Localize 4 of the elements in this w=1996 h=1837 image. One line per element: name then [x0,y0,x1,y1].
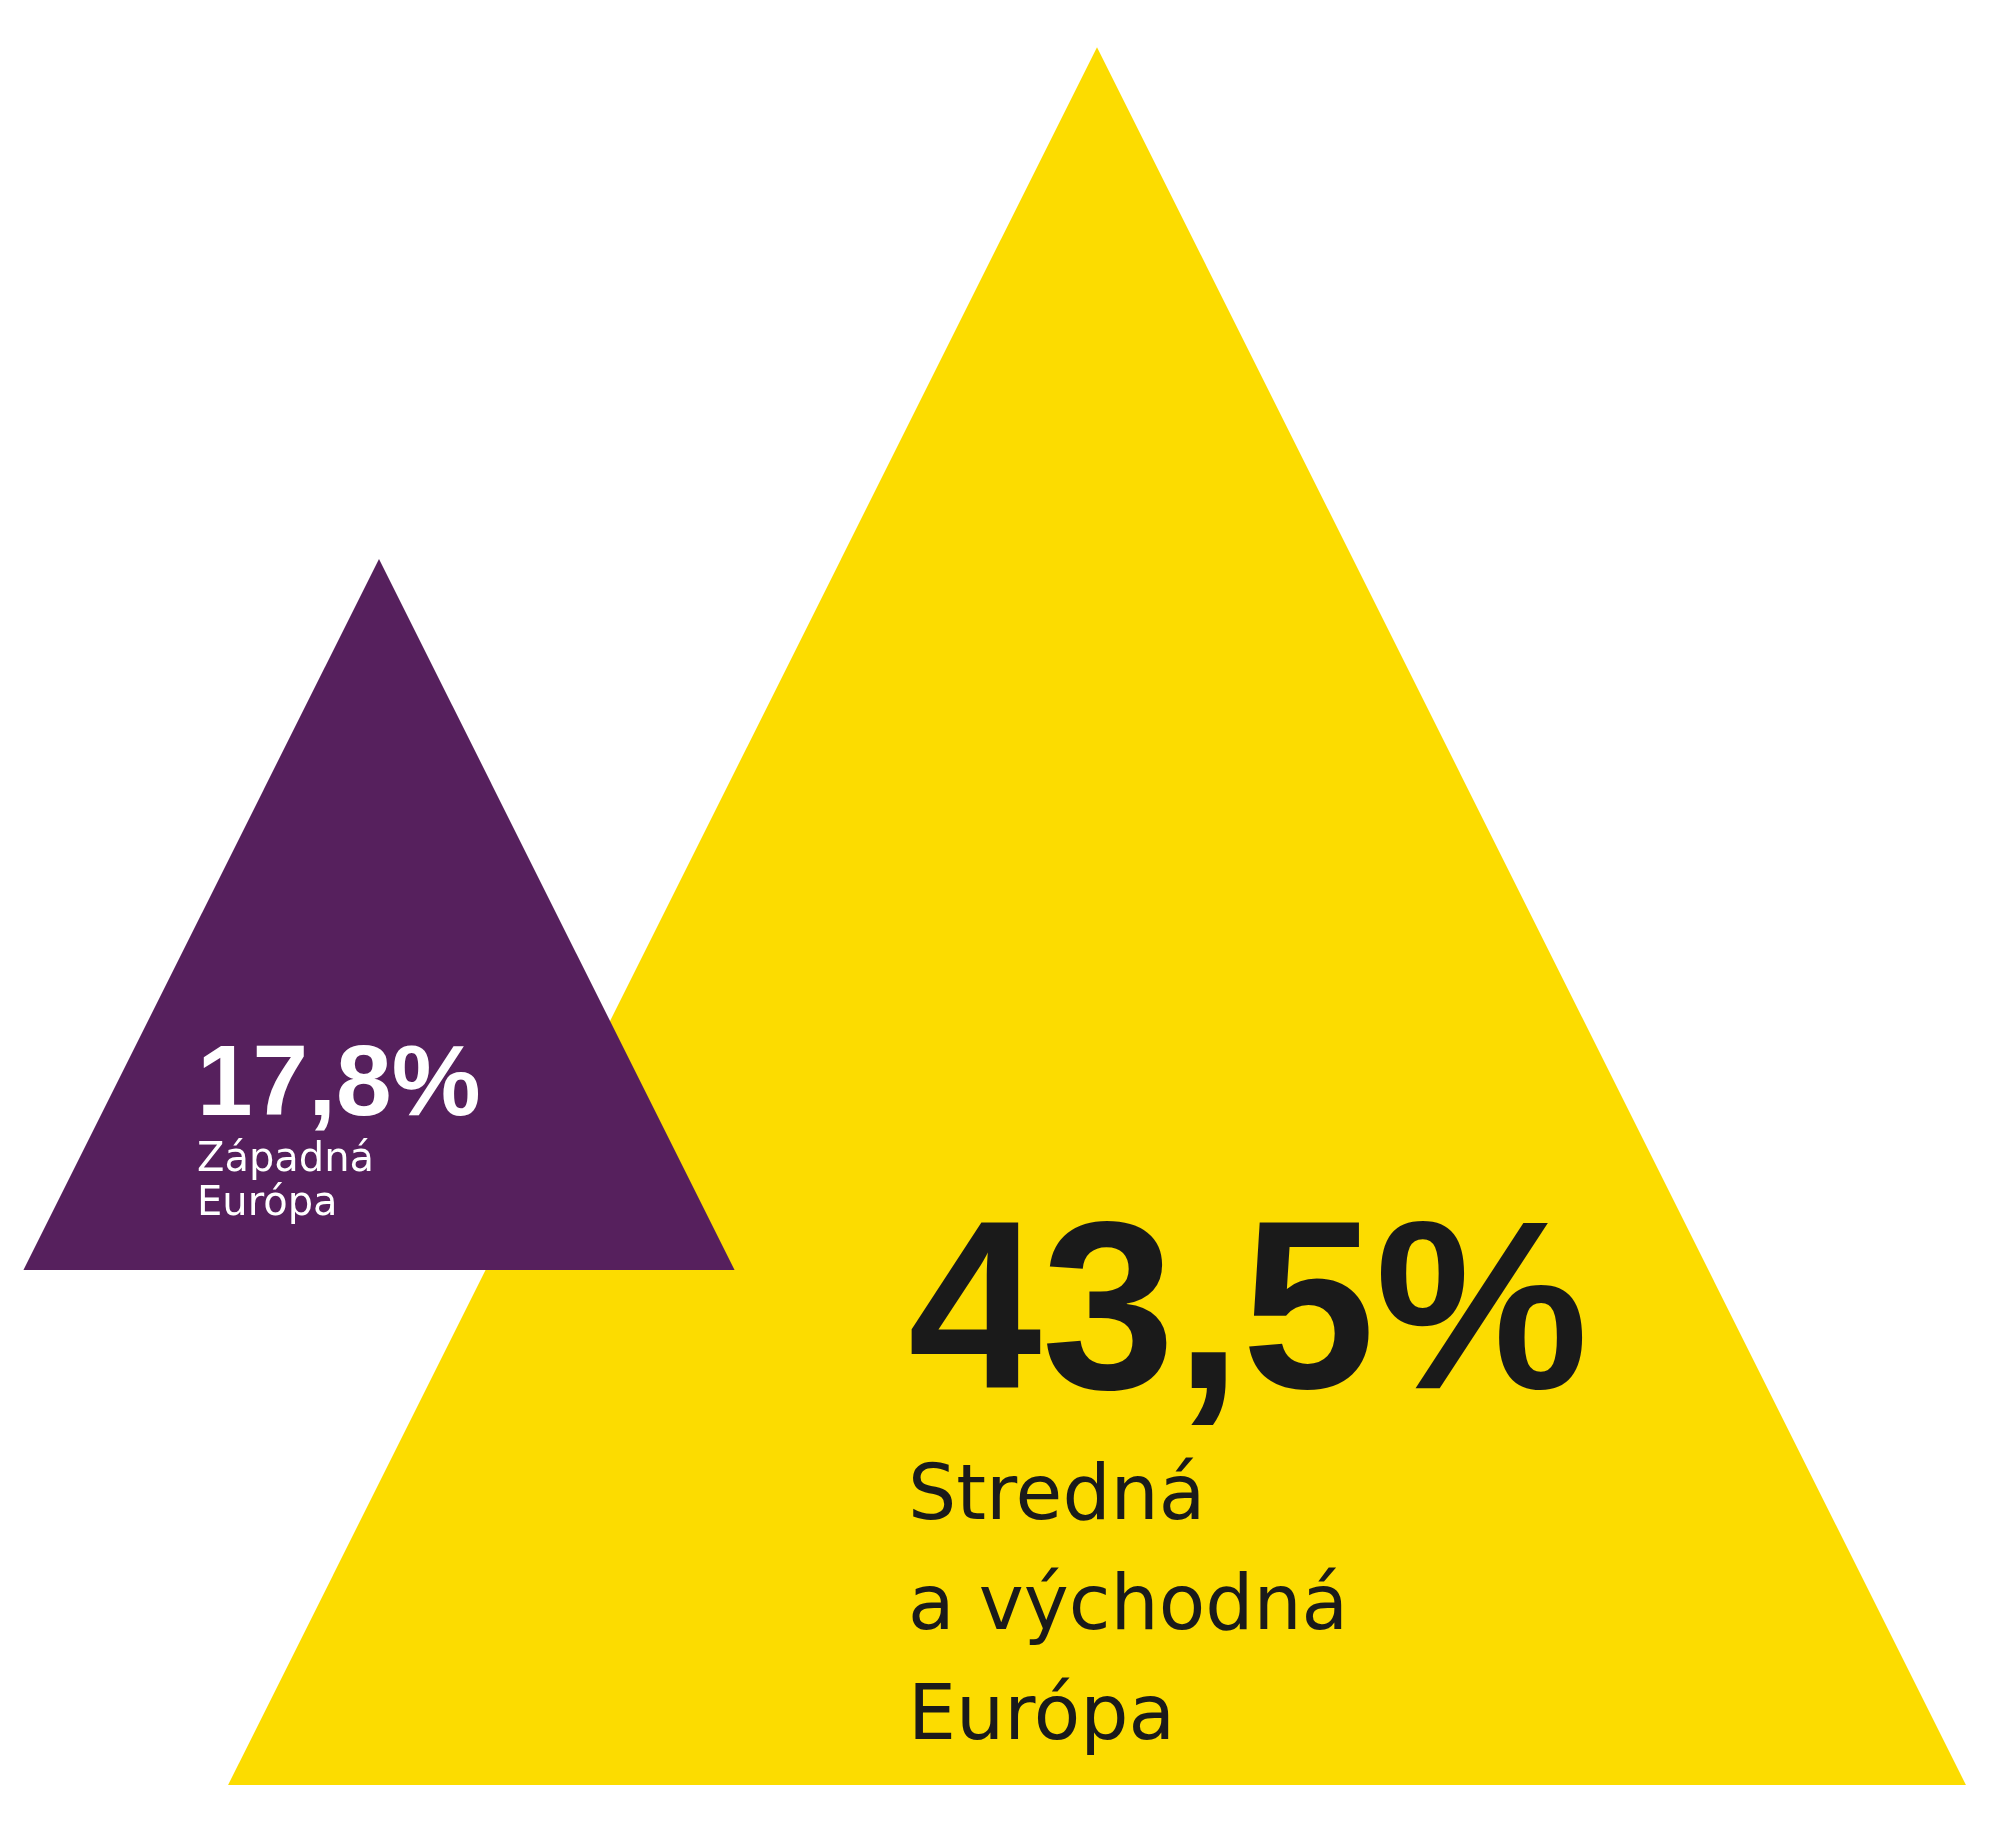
category-label: Stredná a východná Európa [908,1447,1349,1757]
data-label: 17,8% [197,1024,481,1136]
data-label: 43,5% [908,1171,1589,1439]
category-label: Západná Európa [197,1134,375,1224]
